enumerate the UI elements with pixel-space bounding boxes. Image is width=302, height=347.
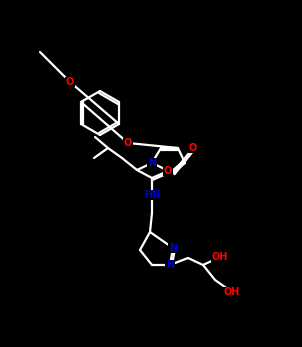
Text: OH: OH: [212, 252, 228, 262]
Text: HN: HN: [144, 190, 160, 200]
Text: O: O: [189, 143, 197, 153]
Text: O: O: [66, 77, 74, 87]
Text: O: O: [164, 166, 172, 176]
Text: N: N: [166, 260, 174, 270]
Text: N: N: [169, 243, 177, 253]
Text: O: O: [124, 138, 132, 148]
Text: N: N: [148, 158, 156, 168]
Text: OH: OH: [224, 287, 240, 297]
